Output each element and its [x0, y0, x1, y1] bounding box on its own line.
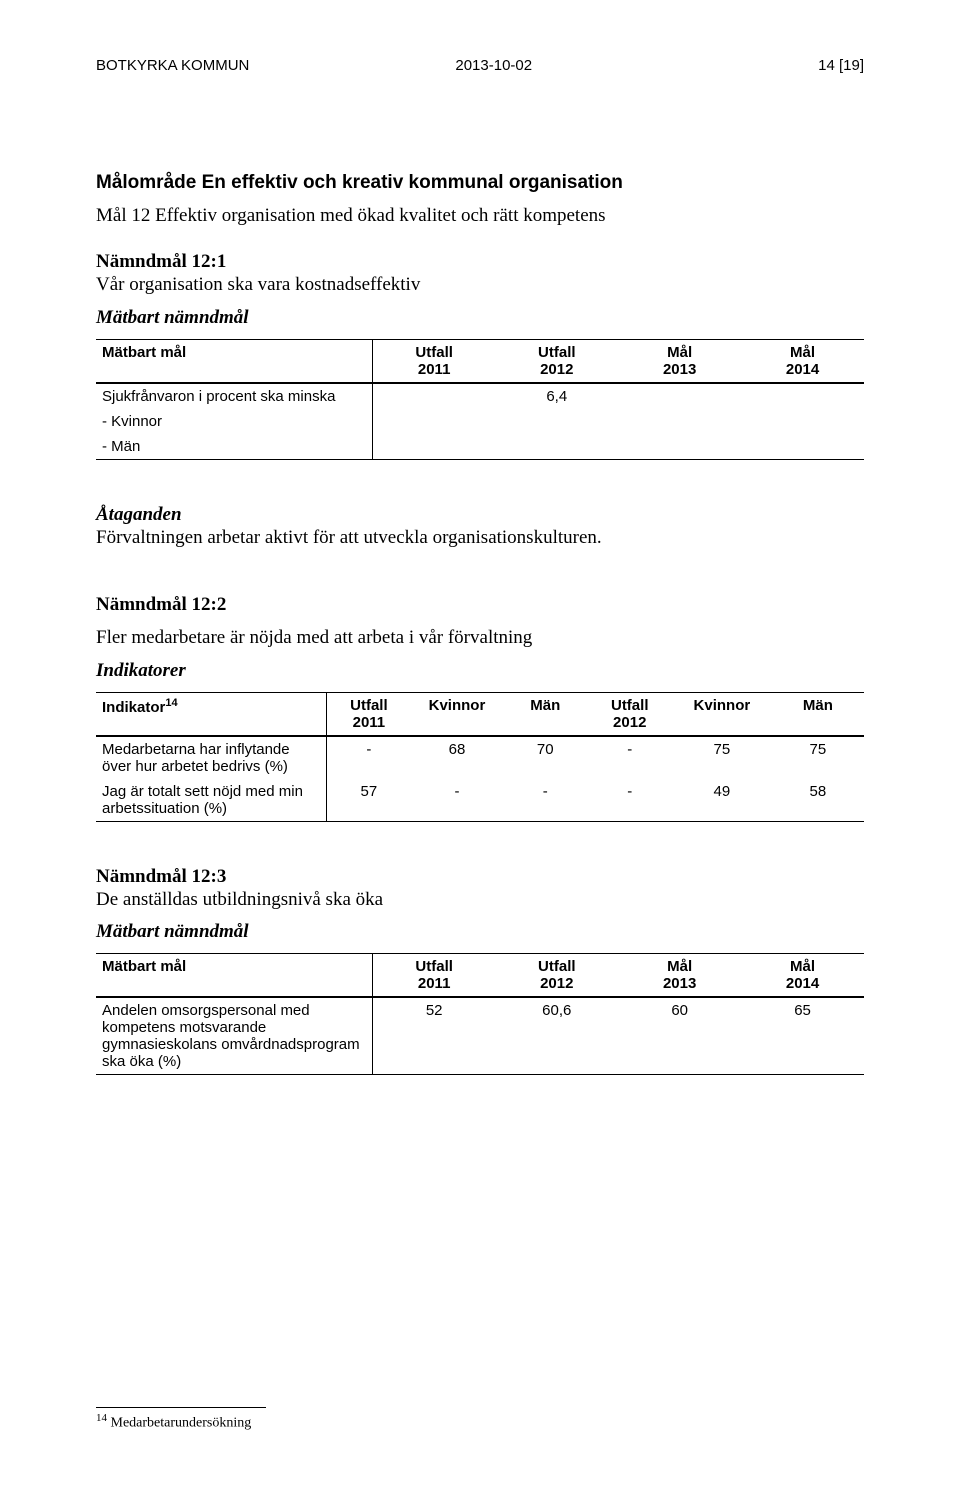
t3-h2a: Utfall: [415, 958, 453, 975]
namndmal-12-1-desc: Vår organisation ska vara kostnadseffekt…: [96, 273, 864, 297]
t2-r2-v5: 49: [672, 779, 772, 822]
table-matbart-mal-12-3: Mätbart mål Utfall 2011 Utfall 2012 Mål …: [96, 953, 864, 1075]
t1-h3a: Utfall: [538, 344, 576, 361]
t2-r2-v2: -: [411, 779, 503, 822]
t2-h2b: 2011: [353, 714, 386, 731]
page-header: BOTKYRKA KOMMUN 2013-10-02 14 [19]: [96, 56, 864, 76]
t1-h2b: 2011: [418, 361, 451, 378]
matbart-namndmal-12-3: Mätbart nämndmål: [96, 921, 864, 943]
t1-r3-v1: [372, 434, 495, 460]
t2-r1-v2: 68: [411, 736, 503, 779]
t3-h1a: Mätbart mål: [102, 958, 186, 975]
t3-r1-v4: 65: [741, 997, 864, 1075]
t2-r2-v6: 58: [772, 779, 864, 822]
t1-r3-v2: [495, 434, 618, 460]
t1-r1-label: Sjukfrånvaron i procent ska minska: [96, 383, 372, 409]
t2-r2-v4: -: [588, 779, 672, 822]
t2-r1-v3: 70: [503, 736, 587, 779]
t2-h5a: Utfall: [611, 697, 649, 714]
t2-r1-v6: 75: [772, 736, 864, 779]
t1-r1-v3: [618, 383, 741, 409]
namndmal-12-3-desc: De anställdas utbildningsnivå ska öka: [96, 888, 864, 912]
t2-h3a: Kvinnor: [429, 697, 486, 714]
namndmal-12-3-heading: Nämndmål 12:3: [96, 866, 864, 888]
t3-h5b: 2014: [786, 975, 819, 992]
t2-h1-sup: 14: [165, 697, 177, 709]
table-matbart-mal-12-1: Mätbart mål Utfall 2011 Utfall 2012 Mål …: [96, 339, 864, 460]
t1-r2-v1: [372, 409, 495, 434]
page: BOTKYRKA KOMMUN 2013-10-02 14 [19] Målom…: [0, 0, 960, 1488]
t1-r1-v1: [372, 383, 495, 409]
footnote-rule: [96, 1407, 266, 1408]
t1-h4b: 2013: [663, 361, 696, 378]
t3-r1-label: Andelen omsorgspersonal med kompetens mo…: [96, 997, 372, 1075]
t1-r3-v3: [618, 434, 741, 460]
t2-h5b: 2012: [613, 714, 646, 731]
t3-r1-v1: 52: [372, 997, 495, 1075]
t1-r3-v4: [741, 434, 864, 460]
t1-r2-v3: [618, 409, 741, 434]
t3-h2b: 2011: [418, 975, 451, 992]
namndmal-12-2-heading: Nämndmål 12:2: [96, 594, 864, 616]
t1-r2-v2: [495, 409, 618, 434]
t2-r2-v1: 57: [326, 779, 410, 822]
t2-r2-v3: -: [503, 779, 587, 822]
t1-h5b: 2014: [786, 361, 819, 378]
t2-h2a: Utfall: [350, 697, 388, 714]
t1-r1-v4: [741, 383, 864, 409]
namndmal-12-1-heading: Nämndmål 12:1: [96, 251, 864, 273]
t3-h3b: 2012: [540, 975, 573, 992]
t1-r1-v2: 6,4: [495, 383, 618, 409]
t2-h7a: Män: [803, 697, 833, 714]
t2-r1-label: Medarbetarna har inflytande över hur arb…: [96, 736, 326, 779]
header-page-number: 14 [19]: [818, 56, 864, 76]
t3-h4a: Mål: [667, 958, 692, 975]
t3-h4b: 2013: [663, 975, 696, 992]
t3-r1-v2: 60,6: [495, 997, 618, 1075]
footnote-text: Medarbetarundersökning: [107, 1416, 251, 1431]
header-date: 2013-10-02: [209, 56, 778, 76]
t2-r1-v1: -: [326, 736, 410, 779]
t1-h3b: 2012: [540, 361, 573, 378]
ataganden-text: Förvaltningen arbetar aktivt för att utv…: [96, 526, 864, 550]
t1-h5a: Mål: [790, 344, 815, 361]
t2-r2-label: Jag är totalt sett nöjd med min arbetssi…: [96, 779, 326, 822]
footnote-14: 14 Medarbetarundersökning: [96, 1412, 864, 1432]
namndmal-12-2-desc: Fler medarbetare är nöjda med att arbeta…: [96, 626, 864, 650]
t3-h5a: Mål: [790, 958, 815, 975]
t2-h4a: Män: [530, 697, 560, 714]
t2-h6a: Kvinnor: [694, 697, 751, 714]
indikatorer-heading: Indikatorer: [96, 660, 864, 682]
t1-r2-v4: [741, 409, 864, 434]
t1-h1a: Mätbart mål: [102, 344, 186, 361]
t2-r1-v4: -: [588, 736, 672, 779]
table-indikatorer-12-2: Indikator14 Utfall 2011 Kvinnor Män Utfa…: [96, 692, 864, 822]
footnote-num: 14: [96, 1412, 107, 1424]
mal12-line: Mål 12 Effektiv organisation med ökad kv…: [96, 204, 864, 228]
matbart-namndmal-12-1: Mätbart nämndmål: [96, 307, 864, 329]
malomrade-title: Målområde En effektiv och kreativ kommun…: [96, 172, 864, 194]
t1-r3-label: - Män: [96, 434, 372, 460]
t2-h1a: Indikator: [102, 699, 165, 716]
t3-r1-v3: 60: [618, 997, 741, 1075]
footnote-area: 14 Medarbetarundersökning: [96, 1401, 864, 1432]
t1-r2-label: - Kvinnor: [96, 409, 372, 434]
t1-h4a: Mål: [667, 344, 692, 361]
t2-r1-v5: 75: [672, 736, 772, 779]
t3-h3a: Utfall: [538, 958, 576, 975]
ataganden-heading: Åtaganden: [96, 504, 864, 526]
t1-h2a: Utfall: [415, 344, 453, 361]
